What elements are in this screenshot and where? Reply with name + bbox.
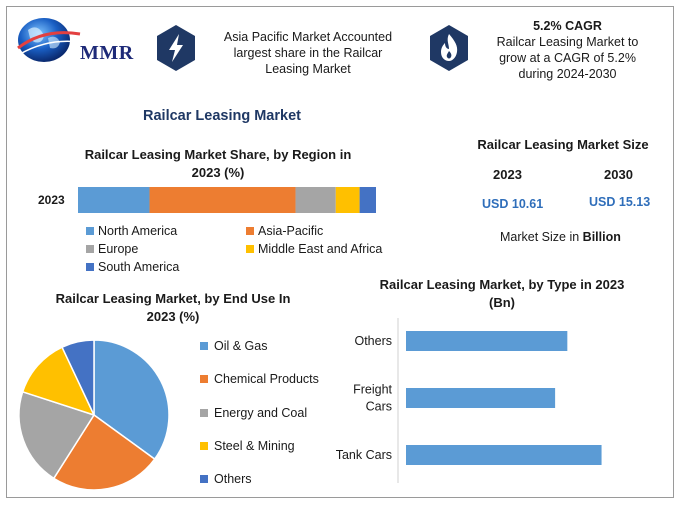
legend-label: Oil & Gas xyxy=(214,339,268,353)
legend-label: Steel & Mining xyxy=(214,438,295,453)
flame-icon xyxy=(430,25,468,71)
pie-slice xyxy=(61,339,95,416)
legend-label: Middle East and Africa xyxy=(258,242,383,256)
highlight-cagr-title: 5.2% CAGR xyxy=(533,19,602,33)
type-category-label: Others xyxy=(354,334,392,348)
region-bar-segment xyxy=(335,187,360,213)
type-category-label: Cars xyxy=(366,400,392,414)
globe-icon xyxy=(17,18,81,62)
highlight-apac-line: Leasing Market xyxy=(265,62,351,76)
legend-label: Chemical Products xyxy=(214,372,319,387)
enduse-legend-item: Steel & Mining xyxy=(200,438,295,454)
legend-label: Europe xyxy=(98,242,139,256)
main-title: Railcar Leasing Market xyxy=(143,108,301,124)
logo-text: MMR xyxy=(80,42,134,64)
region-category-label: 2023 xyxy=(38,193,65,207)
legend-swatch xyxy=(200,342,208,350)
highlight-cagr: 5.2% CAGR Railcar Leasing Market to grow… xyxy=(485,18,650,82)
region-chart-title-line: Railcar Leasing Market Share, by Region … xyxy=(84,147,352,162)
market-size-note: Market Size in Billion xyxy=(500,230,621,244)
enduse-chart-title-line: 2023 (%) xyxy=(146,309,200,324)
market-size-title: Railcar Leasing Market Size xyxy=(477,137,649,152)
legend-swatch xyxy=(200,475,208,484)
pie-slice xyxy=(93,339,170,461)
region-stacked-bar xyxy=(78,187,376,213)
legend-swatch xyxy=(86,227,94,235)
type-bar-chart: Others Freight Cars Tank Cars xyxy=(336,318,602,483)
highlight-cagr-line: Railcar Leasing Market to xyxy=(496,35,639,49)
market-size-note-prefix: Market Size in xyxy=(500,230,583,244)
enduse-chart-title-line: Railcar Leasing Market, by End Use In xyxy=(55,291,291,306)
legend-swatch xyxy=(200,408,208,417)
type-chart-title-line: Railcar Leasing Market, by Type in 2023 xyxy=(379,277,625,292)
legend-swatch xyxy=(200,441,208,450)
region-legend-item: Europe xyxy=(86,241,138,257)
region-bar-segment xyxy=(359,187,376,213)
legend-label: Others xyxy=(214,472,252,487)
legend-label: Asia-Pacific xyxy=(258,224,324,238)
region-bar-segment xyxy=(78,187,150,213)
pie-slice xyxy=(52,413,156,491)
legend-label: North America xyxy=(98,224,178,238)
market-size-value-2023: USD 10.61 xyxy=(482,197,544,211)
highlight-apac: Asia Pacific Market Accounted largest sh… xyxy=(208,29,408,77)
pie-slice xyxy=(18,390,96,480)
type-bar xyxy=(406,388,556,408)
legend-swatch xyxy=(246,245,254,253)
region-chart-title-line: 2023 (%) xyxy=(191,165,245,180)
legend-swatch xyxy=(86,245,94,253)
type-category-label: Tank Cars xyxy=(336,448,392,462)
market-size-year-2023: 2023 xyxy=(493,167,522,182)
enduse-legend-item: Chemical Products xyxy=(200,371,319,387)
pie-slice xyxy=(21,346,96,417)
region-legend-item: South America xyxy=(86,259,179,275)
type-chart-title-line: (Bn) xyxy=(489,295,515,310)
highlight-apac-line: Asia Pacific Market Accounted xyxy=(223,30,393,44)
legend-swatch xyxy=(246,227,254,235)
legend-label: South America xyxy=(98,260,180,274)
legend-swatch xyxy=(86,263,94,271)
type-category-label: Freight xyxy=(353,383,392,397)
type-bar xyxy=(406,331,568,351)
region-legend-item: North America xyxy=(86,223,177,239)
region-chart-title: Railcar Leasing Market Share, by Region … xyxy=(70,146,366,182)
region-bar-segment xyxy=(149,187,296,213)
enduse-legend-item: Oil & Gas xyxy=(200,338,268,354)
highlight-apac-line: largest share in the Railcar xyxy=(233,46,383,60)
enduse-legend-item: Others xyxy=(200,471,252,487)
legend-label: Energy and Coal xyxy=(214,405,308,420)
market-size-unit: Billion xyxy=(582,230,621,244)
market-size-value-2030: USD 15.13 xyxy=(589,195,651,209)
highlight-cagr-line: grow at a CAGR of 5.2% xyxy=(499,51,636,65)
legend-swatch xyxy=(200,375,208,384)
region-legend-item: Middle East and Africa xyxy=(246,241,382,257)
market-size-year-2030: 2030 xyxy=(604,167,633,182)
highlight-cagr-line: during 2024-2030 xyxy=(518,67,617,81)
type-bar xyxy=(406,445,602,465)
region-bar-segment xyxy=(295,187,336,213)
enduse-pie-chart xyxy=(18,339,170,491)
mmr-logo: MMR xyxy=(14,10,139,70)
lightning-icon xyxy=(157,25,195,71)
type-chart-title: Railcar Leasing Market, by Type in 2023 … xyxy=(362,276,642,312)
region-legend-item: Asia-Pacific xyxy=(246,223,323,239)
enduse-chart-title: Railcar Leasing Market, by End Use In 20… xyxy=(40,290,306,326)
infographic-frame xyxy=(6,6,674,498)
enduse-legend-item: Energy and Coal xyxy=(200,405,307,421)
